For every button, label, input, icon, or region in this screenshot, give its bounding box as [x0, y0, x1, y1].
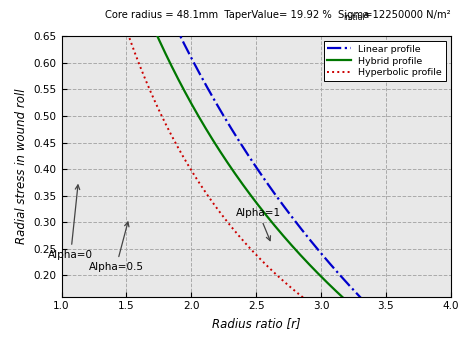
Hyperbolic profile [369, 342, 375, 345]
Linear profile [369, 307, 375, 312]
Text: =12250000 N/m²: =12250000 N/m² [361, 10, 451, 20]
Line: Hybrid profile: Hybrid profile [62, 0, 451, 345]
X-axis label: Radius ratio [r]: Radius ratio [r] [212, 317, 301, 330]
Text: initial: initial [343, 13, 365, 22]
Text: Alpha=0.5: Alpha=0.5 [89, 222, 144, 272]
Hyperbolic profile [230, 227, 236, 231]
Linear profile [216, 106, 222, 110]
Legend: Linear profile, Hybrid profile, Hyperbolic profile: Linear profile, Hybrid profile, Hyperbol… [324, 41, 446, 81]
Linear profile [362, 300, 368, 304]
Text: Alpha=1: Alpha=1 [236, 208, 281, 241]
Hybrid profile [230, 169, 236, 173]
Hybrid profile [362, 315, 368, 319]
Y-axis label: Radial stress in wound roll: Radial stress in wound roll [15, 89, 28, 244]
Line: Linear profile: Linear profile [62, 0, 451, 345]
Hybrid profile [369, 321, 375, 325]
Hybrid profile [216, 148, 222, 152]
Hyperbolic profile [362, 338, 368, 342]
Hyperbolic profile [326, 315, 332, 319]
Linear profile [326, 260, 332, 265]
Hyperbolic profile [216, 209, 222, 213]
Linear profile [230, 129, 236, 133]
Hybrid profile [326, 282, 332, 286]
Text: Alpha=0: Alpha=0 [48, 185, 93, 260]
Text: Core radius = 48.1mm  TaperValue= 19.92 %  Sigma: Core radius = 48.1mm TaperValue= 19.92 %… [105, 10, 369, 20]
Line: Hyperbolic profile: Hyperbolic profile [62, 0, 451, 345]
